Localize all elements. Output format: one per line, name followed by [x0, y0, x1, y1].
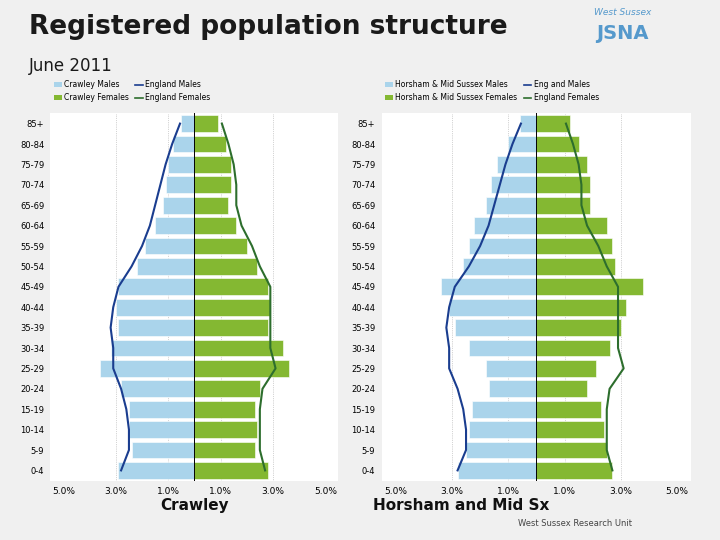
Bar — [145, 238, 194, 254]
Text: West Sussex: West Sussex — [594, 8, 652, 17]
Bar — [194, 421, 257, 438]
Bar — [469, 340, 536, 356]
Text: Crawley: Crawley — [160, 498, 229, 514]
Bar — [194, 401, 255, 417]
Legend: Horsham & Mid Sussex Males, Horsham & Mid Sussex Females, Eng and Males, England: Horsham & Mid Sussex Males, Horsham & Mi… — [385, 80, 599, 102]
Text: West Sussex Research Unit: West Sussex Research Unit — [518, 519, 632, 529]
Bar — [472, 401, 536, 417]
Bar — [536, 340, 610, 356]
Bar — [536, 360, 595, 377]
Bar — [194, 381, 260, 397]
Bar — [536, 319, 621, 336]
Bar — [194, 238, 247, 254]
Bar — [116, 299, 194, 315]
Bar — [174, 136, 194, 152]
Bar — [536, 217, 607, 234]
Bar — [194, 279, 268, 295]
Bar — [536, 279, 644, 295]
Bar — [536, 442, 607, 458]
Bar — [194, 217, 236, 234]
Bar — [168, 156, 194, 173]
Bar — [132, 442, 194, 458]
Bar — [536, 177, 590, 193]
Bar — [536, 401, 601, 417]
Bar — [536, 462, 613, 479]
Bar — [194, 177, 231, 193]
Bar — [194, 340, 284, 356]
Bar — [155, 217, 194, 234]
Bar — [536, 156, 587, 173]
Bar — [129, 401, 194, 417]
Bar — [121, 381, 194, 397]
Bar — [194, 462, 268, 479]
Bar — [111, 340, 194, 356]
Bar — [194, 442, 255, 458]
Bar — [536, 136, 579, 152]
Bar — [486, 197, 536, 213]
Bar — [455, 319, 536, 336]
Bar — [508, 136, 536, 152]
Bar — [466, 442, 536, 458]
Bar — [536, 115, 570, 132]
Bar — [449, 299, 536, 315]
Bar — [194, 156, 231, 173]
Bar — [100, 360, 194, 377]
Bar — [119, 462, 194, 479]
Legend: Crawley Males, Crawley Females, England Males, England Females: Crawley Males, Crawley Females, England … — [54, 80, 210, 102]
Bar — [536, 197, 590, 213]
Bar — [489, 381, 536, 397]
Bar — [194, 360, 289, 377]
Text: Registered population structure: Registered population structure — [29, 14, 508, 39]
Text: JSNA: JSNA — [597, 24, 649, 43]
Bar — [536, 258, 615, 275]
Bar — [536, 421, 604, 438]
Bar — [194, 197, 228, 213]
Bar — [194, 258, 257, 275]
Bar — [181, 115, 194, 132]
Bar — [520, 115, 536, 132]
Bar — [129, 421, 194, 438]
Bar — [194, 115, 218, 132]
Bar — [137, 258, 194, 275]
Bar — [491, 177, 536, 193]
Bar — [119, 279, 194, 295]
Text: Horsham and Mid Sx: Horsham and Mid Sx — [373, 498, 549, 514]
Bar — [474, 217, 536, 234]
Bar — [458, 462, 536, 479]
Bar — [536, 238, 613, 254]
Bar — [469, 421, 536, 438]
Text: June 2011: June 2011 — [29, 57, 112, 75]
Bar — [486, 360, 536, 377]
Bar — [194, 319, 268, 336]
Bar — [469, 238, 536, 254]
Bar — [463, 258, 536, 275]
Bar — [194, 299, 270, 315]
Bar — [536, 381, 587, 397]
Bar — [194, 136, 226, 152]
Bar — [497, 156, 536, 173]
Bar — [119, 319, 194, 336]
Bar — [441, 279, 536, 295]
Bar — [166, 177, 194, 193]
Bar — [536, 299, 626, 315]
Bar — [163, 197, 194, 213]
